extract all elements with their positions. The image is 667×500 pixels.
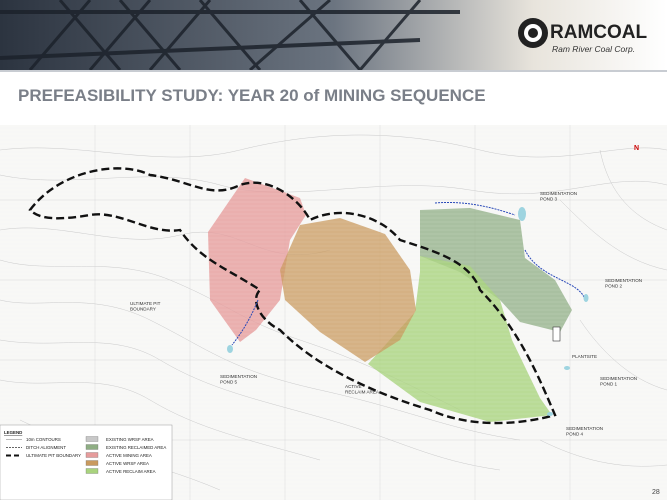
legend-label: ACTIVE MINING AREA — [106, 453, 152, 458]
pond — [564, 366, 570, 370]
pond — [518, 207, 526, 221]
legend-label: ACTIVE WRSF AREA — [106, 461, 149, 466]
map-label: PLANTSITE — [572, 354, 597, 359]
map-label: SEDIMENTATION — [220, 374, 257, 379]
map-label: SEDIMENTATION — [566, 426, 603, 431]
page-number: 28 — [652, 489, 660, 496]
pond — [227, 345, 233, 353]
map-label: ACTIVE — [345, 384, 362, 389]
logo-text: RAMCOAL — [550, 22, 647, 43]
legend-label: EXISTING RECLAIMED AREA — [106, 445, 166, 450]
map-label: POND 2 — [605, 284, 623, 289]
legend-swatch — [85, 444, 99, 450]
slide-title: PREFEASIBILITY STUDY: YEAR 20 of MINING … — [18, 86, 486, 105]
company-name: Ram River Coal Corp. — [552, 44, 635, 54]
north-arrow: N — [634, 145, 639, 152]
map-label: POND 1 — [600, 382, 618, 387]
pond — [583, 294, 589, 302]
map-label: BOUNDARY — [130, 307, 156, 312]
map-label: POND 5 — [220, 380, 238, 385]
logo: RAMCOAL Ram River Coal Corp. — [518, 18, 647, 54]
ditch-alignment — [231, 201, 586, 346]
legend-label: ULTIMATE PIT BOUNDARY — [26, 453, 81, 458]
pond — [547, 412, 553, 416]
map-label: SEDIMENTATION — [600, 376, 637, 381]
header-banner — [0, 0, 667, 72]
legend-label: 10m CONTOURS — [26, 437, 61, 442]
legend-title: LEGEND — [4, 430, 22, 435]
legend-swatch — [85, 436, 99, 442]
legend-label: EXISTING WRSF AREA — [106, 437, 154, 442]
map-label: SEDIMENTATION — [605, 278, 642, 283]
map-label: RECLAIM AREA — [345, 390, 380, 395]
map-label: POND 3 — [540, 197, 558, 202]
map-label: POND 4 — [566, 432, 584, 437]
legend-swatch — [85, 468, 99, 474]
legend: LEGEND 10m CONTOURS DITCH ALIGNMENT ULTIMA… — [0, 424, 173, 500]
plantsite-building — [552, 326, 561, 342]
legend-swatch — [85, 452, 99, 458]
legend-label: ACTIVE RECLAIM AREA — [106, 469, 156, 474]
legend-label: DITCH ALIGNMENT — [26, 445, 66, 450]
ultimate-pit-boundary — [28, 167, 557, 425]
legend-swatch — [85, 460, 99, 466]
map-label: ULTIMATE PIT — [130, 301, 161, 306]
map-label: SEDIMENTATION — [540, 191, 577, 196]
